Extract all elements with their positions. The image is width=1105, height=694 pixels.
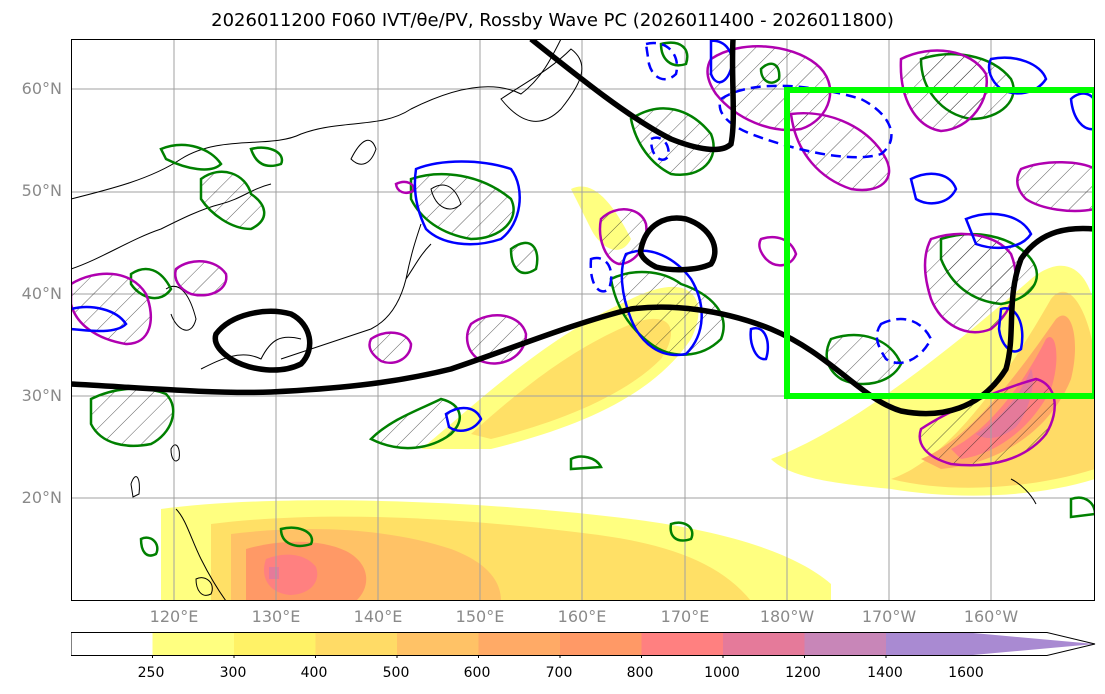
lon-label-180w: 180°W [759,607,815,626]
lon-label-150e: 150°E [455,607,505,626]
magenta-contours [71,45,1095,467]
colorbar-label-1000: 1000 [704,665,740,681]
lon-label-160w: 160°W [963,607,1019,626]
lat-label-20n: 20°N [21,488,62,507]
colorbar-cell [152,632,235,656]
rossby-wave-contours [71,39,1095,417]
colorbar-extend-tip [967,632,1095,656]
coastlines [71,39,1037,601]
lon-label-170w: 170°W [861,607,917,626]
colorbar-cell [641,632,724,656]
colorbar-label-800: 800 [626,665,654,681]
colorbar-cell [804,632,887,656]
lon-label-120e: 120°E [149,607,199,626]
colorbar-label-250: 250 [137,665,165,681]
colorbar-label-600: 600 [463,665,491,681]
lat-label-60n: 60°N [21,79,62,98]
colorbar-cell [478,632,561,656]
colorbar-cell [560,632,642,656]
colorbar-cell [886,632,968,656]
colorbar-label-400: 400 [300,665,328,681]
blue-contours [71,39,1095,432]
colorbar-label-1400: 1400 [867,665,903,681]
colorbar-cell [234,632,316,656]
colorbar-label-500: 500 [382,665,410,681]
colorbar-label-1600: 1600 [948,665,984,681]
lon-label-160e: 160°E [557,607,607,626]
lat-label-30n: 30°N [21,386,62,405]
colorbar-cell [71,632,153,656]
lat-label-40n: 40°N [21,284,62,303]
colorbar-cell [723,632,805,656]
lon-label-140e: 140°E [353,607,403,626]
colorbar-label-300: 300 [219,665,247,681]
colorbar-label-1200: 1200 [785,665,821,681]
lon-label-130e: 130°E [251,607,301,626]
map-panel [71,39,1095,601]
target-region-box [784,87,1095,399]
lat-label-50n: 50°N [21,181,62,200]
lon-label-170e: 170°E [660,607,710,626]
colorbar [71,632,1096,658]
colorbar-cell [315,632,398,656]
map-title: 2026011200 F060 IVT/θe/PV, Rossby Wave P… [211,10,894,31]
colorbar-label-700: 700 [545,665,573,681]
colorbar-cell [397,632,479,656]
